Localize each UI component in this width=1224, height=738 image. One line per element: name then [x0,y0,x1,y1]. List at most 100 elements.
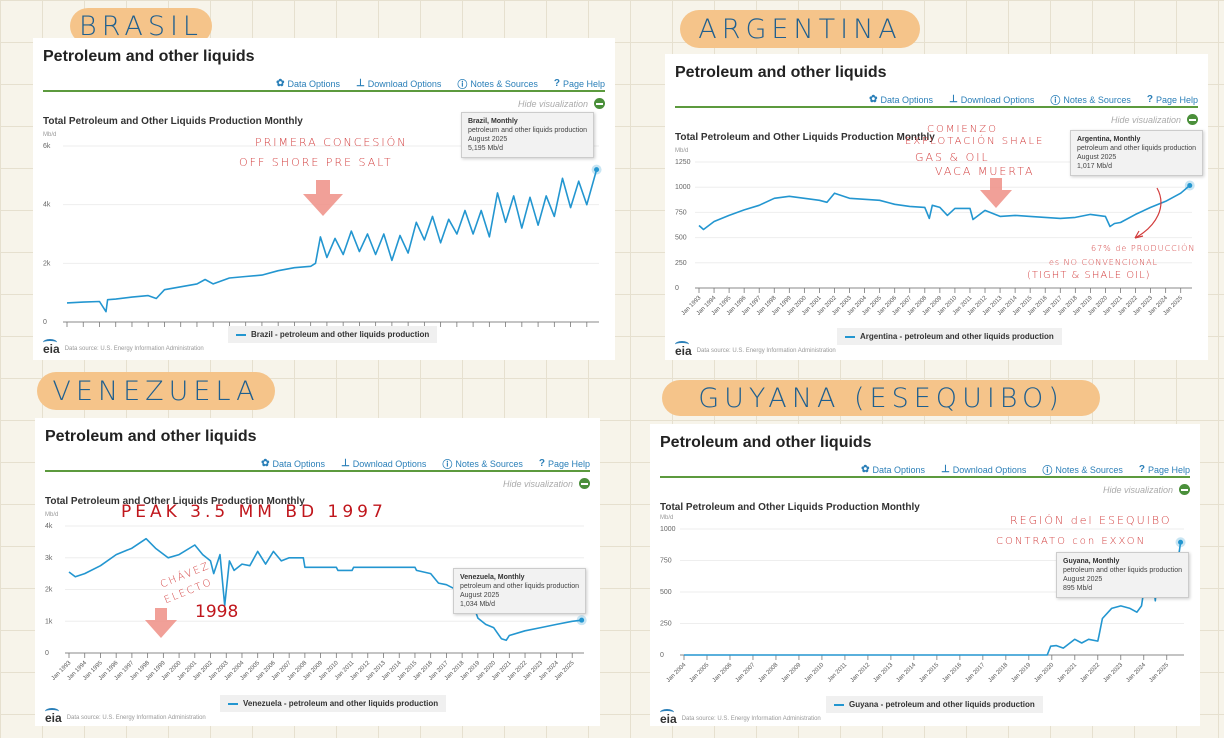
chart-legend[interactable]: Brazil - petroleum and other liquids pro… [228,326,438,343]
annotation: EXPLOTACIÓN SHALE [905,136,1045,147]
page-help-link[interactable]: ? Page Help [538,458,590,469]
notes-sources-link[interactable]: ⓘ Notes & Sources [1042,462,1123,478]
notes-sources-link[interactable]: ⓘ Notes & Sources [457,76,538,92]
annotation: 1998 [195,602,239,622]
collapse-icon [579,478,590,489]
x-tick-label: Jan 2019 [1011,662,1033,684]
gear-icon: ✿ [861,464,870,475]
x-tick-label: Jan 2007 [735,662,757,684]
eia-logo: eia [45,708,62,725]
download-icon: ⊥ [341,458,350,469]
chart-legend[interactable]: Venezuela - petroleum and other liquids … [220,695,447,712]
legend-swatch [228,702,238,705]
arrow-down-icon [145,608,177,638]
x-tick-label: Jan 2005 [689,662,711,684]
y-axis-unit: Mb/d [45,512,58,518]
y-axis-unit: Mb/d [43,132,56,138]
notes-sources-link[interactable]: ⓘ Notes & Sources [1050,92,1131,108]
download-icon: ⊥ [356,78,365,89]
page-help-link[interactable]: ? Page Help [1146,94,1198,105]
chart-legend[interactable]: Guyana - petroleum and other liquids pro… [826,696,1043,713]
toolbar: ✿ Data Options ⊥ Download Options ⓘ Notes &… [261,456,590,471]
divider [675,106,1198,108]
notes-sources-link[interactable]: ⓘ Notes & Sources [442,456,523,472]
chart-tooltip: Guyana, Monthly petroleum and other liqu… [1056,552,1190,598]
divider [660,476,1190,478]
country-tag: VENEZUELA [37,372,275,410]
legend-swatch [236,333,246,336]
data-point-highlight [1187,182,1193,188]
page-help-link[interactable]: ? Page Help [1138,464,1190,475]
hide-visualization-toggle[interactable]: Hide visualization [503,478,590,489]
x-tick-label: Jan 2024 [1125,662,1147,684]
data-source: eia Data source: U.S. Energy Information … [45,708,206,725]
download-icon: ⊥ [949,94,958,105]
page-title: Petroleum and other liquids [660,434,872,451]
country-tag: ARGENTINA [680,10,920,48]
info-icon: ⓘ [1050,96,1061,107]
hide-visualization-toggle[interactable]: Hide visualization [1111,114,1198,125]
y-tick-label: 500 [675,235,687,242]
download-options-link[interactable]: ⊥ Download Options [949,94,1035,105]
gear-icon: ✿ [869,94,878,105]
data-options-link[interactable]: ✿ Data Options [869,94,934,105]
x-tick-label: Jan 2022 [1079,662,1101,684]
eia-logo: eia [675,341,692,358]
eia-logo: eia [43,339,60,356]
data-source: eia Data source: U.S. Energy Information … [43,339,204,356]
x-tick-label: Jan 2010 [804,662,826,684]
x-tick-label: Jan 2011 [827,662,849,684]
y-tick-label: 1250 [675,159,691,166]
chart-panel-brazil: Petroleum and other liquids ✿ Data Option… [33,38,615,360]
x-tick-label: Jan 2023 [1102,662,1124,684]
collapse-icon [594,98,605,109]
x-tick-label: Jan 2008 [758,662,780,684]
y-tick-label: 4k [43,202,51,209]
info-icon: ⓘ [442,460,453,471]
data-options-link[interactable]: ✿ Data Options [861,464,926,475]
annotation: GAS & OIL [915,151,990,164]
data-source: eia Data source: U.S. Energy Information … [660,709,821,726]
collapse-icon [1187,114,1198,125]
y-tick-label: 250 [660,621,672,628]
hide-visualization-toggle[interactable]: Hide visualization [518,98,605,109]
x-tick-label: Jan 2025 [1148,662,1170,684]
x-tick-label: Jan 2013 [873,662,895,684]
x-tick-label: Jan 2021 [1057,662,1079,684]
data-point-highlight [579,617,585,623]
chart-tooltip: Argentina, Monthly petroleum and other l… [1070,130,1204,176]
data-options-link[interactable]: ✿ Data Options [276,78,341,89]
y-axis-unit: Mb/d [660,515,673,521]
curved-arrow-icon [1134,187,1162,239]
download-options-link[interactable]: ⊥ Download Options [941,464,1027,475]
x-tick-label: Jan 2009 [781,662,803,684]
arrow-down-icon [303,180,343,216]
chart-panel-venezuela: Petroleum and other liquids ✿ Data Option… [35,418,600,726]
data-options-link[interactable]: ✿ Data Options [261,458,326,469]
y-tick-label: 250 [675,260,687,267]
download-options-link[interactable]: ⊥ Download Options [341,458,427,469]
chart-title: Total Petroleum and Other Liquids Produc… [675,132,935,143]
y-tick-label: 1000 [675,184,691,191]
page-title: Petroleum and other liquids [43,48,255,65]
x-tick-label: Jan 2012 [850,662,872,684]
toolbar: ✿ Data Options ⊥ Download Options ⓘ Notes &… [861,462,1190,477]
y-tick-label: 0 [43,319,47,326]
hide-visualization-toggle[interactable]: Hide visualization [1103,484,1190,495]
chart-legend[interactable]: Argentina - petroleum and other liquids … [837,328,1062,345]
x-tick-label: Jan 2016 [942,662,964,684]
y-tick-label: 0 [45,650,49,657]
download-options-link[interactable]: ⊥ Download Options [356,78,442,89]
annotation: VACA MUERTA [935,165,1035,178]
y-tick-label: 0 [660,652,664,659]
y-tick-label: 1k [45,618,53,625]
page-help-link[interactable]: ? Page Help [553,78,605,89]
chart-title: Total Petroleum and Other Liquids Produc… [43,116,303,127]
legend-swatch [845,335,855,338]
y-tick-label: 750 [660,558,672,565]
question-icon: ? [538,458,545,469]
y-tick-label: 4k [45,523,53,530]
